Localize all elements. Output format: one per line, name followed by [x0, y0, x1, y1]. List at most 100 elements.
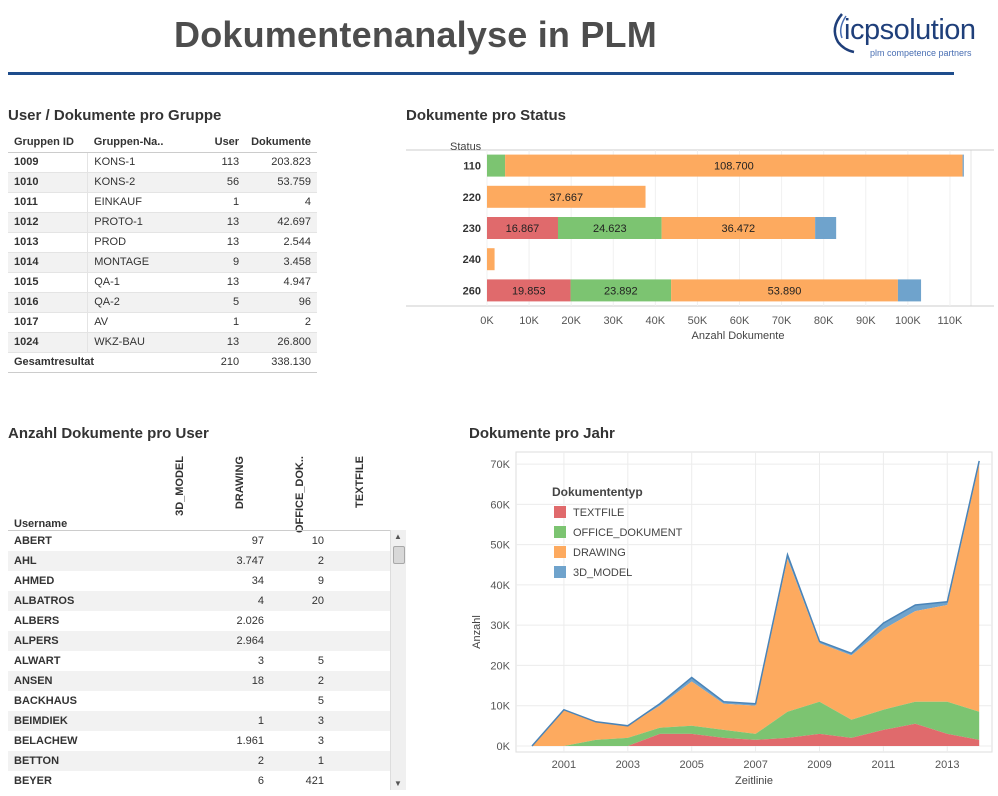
- group-name-cell: MONTAGE: [87, 252, 188, 273]
- user-row[interactable]: BACKHAUS 5: [8, 691, 390, 711]
- bar-segment[interactable]: [570, 279, 672, 302]
- y-axis-title: Status: [450, 141, 482, 153]
- bar-segment[interactable]: [487, 248, 495, 271]
- bar-segment[interactable]: [487, 217, 558, 239]
- x-tick-label: 20K: [561, 315, 581, 327]
- bar-segment[interactable]: [671, 279, 898, 302]
- bar-segment[interactable]: [505, 154, 963, 177]
- status-category-label: 230: [463, 223, 481, 235]
- drawing-count-cell: 3: [257, 655, 264, 667]
- bar-segment[interactable]: [661, 217, 816, 239]
- user-row[interactable]: ANSEN 18 2: [8, 671, 390, 691]
- scroll-down-arrow-icon[interactable]: ▼: [394, 779, 402, 788]
- table-row[interactable]: 1015 QA-1 13 4.947: [8, 272, 317, 293]
- username-cell: ALPERS: [14, 635, 59, 647]
- legend-swatch: [554, 526, 566, 538]
- table-row[interactable]: 1016 QA-2 5 96: [8, 292, 317, 313]
- table-row[interactable]: 1012 PROTO-1 13 42.697: [8, 212, 317, 233]
- table-row[interactable]: 1024 WKZ-BAU 13 26.800: [8, 332, 317, 353]
- col-header-user[interactable]: User: [187, 132, 246, 153]
- col-header-drawing[interactable]: DRAWING: [234, 456, 246, 510]
- x-tick-label: 100K: [895, 315, 921, 327]
- legend-title: Dokumententyp: [552, 485, 643, 499]
- user-row[interactable]: AHMED 34 9: [8, 571, 390, 591]
- y-tick-label: 60K: [490, 499, 510, 511]
- bar-segment[interactable]: [815, 217, 837, 239]
- office-count-cell: 1: [317, 755, 324, 767]
- status-category-label: 240: [463, 254, 481, 266]
- user-row[interactable]: ALBERS 2.026: [8, 611, 390, 631]
- group-id-cell: 1017: [8, 312, 89, 333]
- users-scrollbar[interactable]: ▲ ▼: [390, 530, 406, 790]
- office-count-cell: 3: [317, 735, 324, 747]
- username-cell: AHL: [14, 555, 37, 567]
- y-tick-label: 40K: [490, 580, 510, 592]
- office-count-cell: 421: [305, 775, 324, 787]
- bar-segment[interactable]: [557, 217, 662, 239]
- user-row[interactable]: BELACHEW 1.961 3: [8, 731, 390, 751]
- user-row[interactable]: ABERT 97 10: [8, 531, 390, 551]
- users-table-body: ABERT 97 10 AHL 3.747 2 AHMED 34 9 ALBATROS 4 20 ALB…: [8, 530, 390, 790]
- group-name-cell: WKZ-BAU: [87, 332, 188, 353]
- col-header-office[interactable]: OFFICE_DOK..: [294, 456, 306, 534]
- username-cell: BELACHEW: [14, 735, 78, 747]
- doc-count-cell: 3.458: [245, 252, 317, 273]
- area-office-dokument[interactable]: [532, 701, 980, 746]
- table-row[interactable]: 1013 PROD 13 2.544: [8, 232, 317, 253]
- col-header-group-name[interactable]: Gruppen-Na..: [87, 132, 188, 153]
- col-header-documents[interactable]: Dokumente: [245, 132, 317, 153]
- scroll-thumb[interactable]: [393, 546, 405, 564]
- username-cell: BETTON: [14, 755, 60, 767]
- area-drawing[interactable]: [532, 464, 980, 746]
- user-row[interactable]: BEYER 6 421: [8, 771, 390, 790]
- bar-segment[interactable]: [487, 185, 646, 208]
- scroll-up-arrow-icon[interactable]: ▲: [394, 532, 402, 541]
- y-axis-title: Anzahl: [471, 615, 483, 649]
- area-textfile[interactable]: [532, 723, 980, 746]
- bar-segment[interactable]: [897, 279, 922, 302]
- col-header-group-id[interactable]: Gruppen ID: [8, 132, 88, 153]
- group-id-cell: 1009: [8, 152, 89, 173]
- drawing-count-cell: 6: [257, 775, 264, 787]
- user-count-cell: 1: [187, 312, 246, 333]
- drawing-count-cell: 2.964: [236, 635, 264, 647]
- x-tick-label: 40K: [646, 315, 666, 327]
- status-category-label: 110: [463, 161, 481, 173]
- x-tick-label: 2011: [872, 759, 896, 771]
- group-id-cell: 1012: [8, 212, 89, 233]
- status-category-label: 260: [463, 285, 481, 297]
- group-name-cell: EINKAUF: [87, 192, 188, 213]
- user-row[interactable]: ALBATROS 4 20: [8, 591, 390, 611]
- group-id-cell: 1015: [8, 272, 89, 293]
- x-axis-title: Zeitlinie: [735, 775, 773, 787]
- year-chart-title: Dokumente pro Jahr: [469, 425, 615, 442]
- col-header-username[interactable]: Username: [14, 518, 68, 530]
- user-row[interactable]: BEIMDIEK 1 3: [8, 711, 390, 731]
- x-tick-label: 70K: [772, 315, 792, 327]
- company-logo: icpsolution plm competence partners: [828, 8, 978, 64]
- col-header-3d-model[interactable]: 3D_MODEL: [174, 456, 186, 516]
- bar-segment[interactable]: [487, 279, 571, 302]
- bar-segment[interactable]: [487, 154, 506, 177]
- table-row[interactable]: 1017 AV 1 2: [8, 312, 317, 333]
- table-row[interactable]: 1009 KONS-1 113 203.823: [8, 152, 317, 173]
- username-cell: ANSEN: [14, 675, 53, 687]
- logo-swoosh-icon: [833, 13, 855, 54]
- group-name-cell: AV: [87, 312, 188, 333]
- table-row[interactable]: 1011 EINKAUF 1 4: [8, 192, 317, 213]
- user-row[interactable]: BETTON 2 1: [8, 751, 390, 771]
- user-row[interactable]: ALWART 3 5: [8, 651, 390, 671]
- user-row[interactable]: AHL 3.747 2: [8, 551, 390, 571]
- legend-swatch: [554, 546, 566, 558]
- user-row[interactable]: ALPERS 2.964: [8, 631, 390, 651]
- table-row[interactable]: 1010 KONS-2 56 53.759: [8, 172, 317, 193]
- col-header-textfile[interactable]: TEXTFILE: [354, 456, 366, 508]
- bar-segment[interactable]: [962, 154, 964, 177]
- bar-data-label: 24.623: [593, 223, 627, 235]
- drawing-count-cell: 2: [257, 755, 264, 767]
- table-row[interactable]: 1014 MONTAGE 9 3.458: [8, 252, 317, 273]
- office-count-cell: 10: [311, 535, 324, 547]
- y-tick-label: 20K: [490, 660, 510, 672]
- x-tick-label: 2013: [935, 759, 959, 771]
- legend-swatch: [554, 506, 566, 518]
